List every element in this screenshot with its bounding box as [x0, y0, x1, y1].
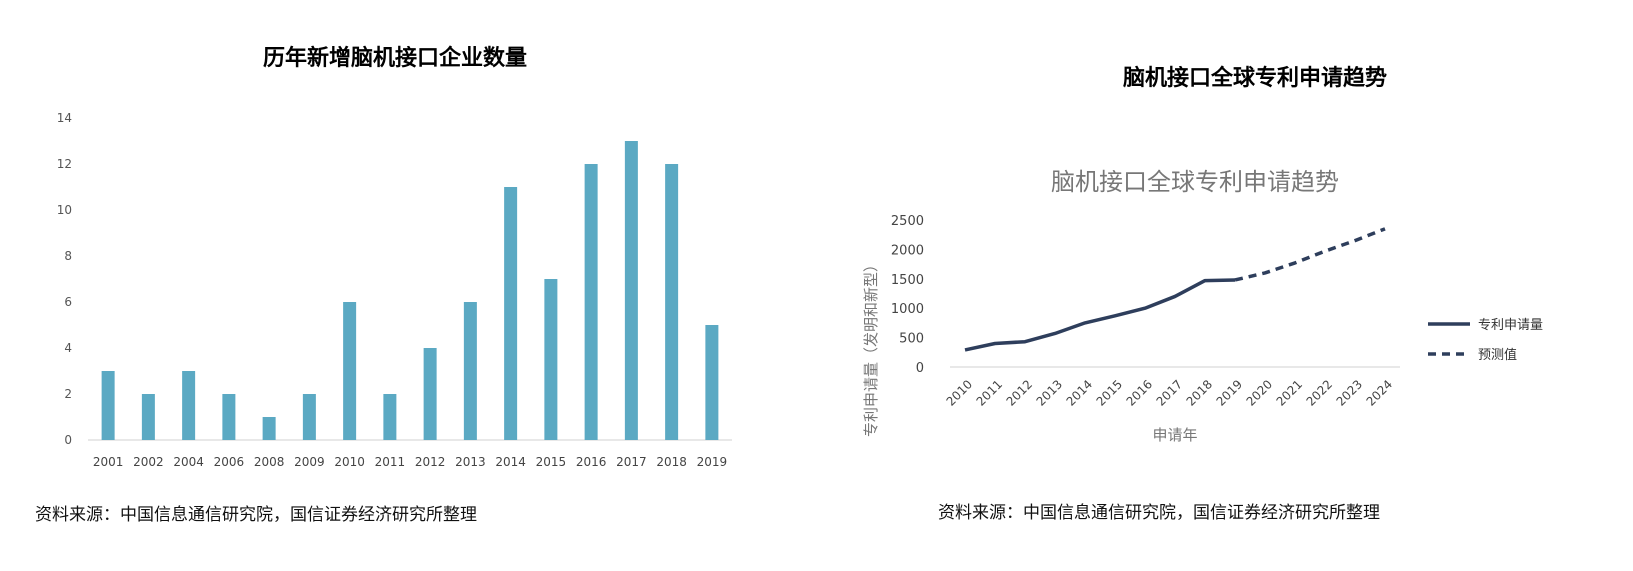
y-tick-label: 6	[64, 295, 72, 309]
patent-count-line	[964, 278, 1236, 352]
right-chart-title: 脑机接口全球专利申请趋势	[1122, 66, 1388, 91]
x-tick-label: 2020	[1244, 377, 1275, 408]
right-chart-panel: 脑机接口全球专利申请趋势 脑机接口全球专利申请趋势 0 500 1000 1500 200…	[860, 0, 1633, 571]
right-source-note: 资料来源：中国信息通信研究院，国信证券经济研究所整理	[938, 503, 1380, 523]
x-tick-label: 2008	[254, 455, 285, 469]
bar-chart: 0 2 4 6 8 10 12 14 2001 2002 2004 2006 2008 2009 2010 2…	[57, 111, 732, 469]
x-tick-label: 2016	[576, 455, 607, 469]
y-axis-title: 专利申请量（发明和新型）	[862, 257, 880, 437]
x-tick-label: 2019	[1214, 377, 1245, 408]
left-chart-panel: 历年新增脑机接口企业数量 0 2 4 6 8 10 12 14 2001 2002 2004 2006…	[0, 0, 810, 571]
y-tick-label: 500	[899, 332, 924, 347]
x-tick-label: 2023	[1334, 377, 1365, 408]
x-tick-label: 2024	[1364, 377, 1395, 408]
y-tick-label: 1000	[891, 302, 924, 317]
bar	[624, 141, 638, 440]
y-tick-label: 2	[64, 387, 72, 401]
x-tick-label: 2009	[294, 455, 325, 469]
x-tick-label: 2006	[214, 455, 245, 469]
bar	[141, 394, 155, 440]
y-tick-label: 10	[57, 203, 72, 217]
y-tick-label: 2500	[891, 214, 924, 229]
bar	[222, 394, 236, 440]
x-tick-label: 2001	[93, 455, 124, 469]
x-tick-label: 2010	[944, 377, 975, 408]
x-tick-label: 2004	[173, 455, 204, 469]
legend-label: 预测值	[1478, 347, 1517, 363]
x-axis-title: 申请年	[1152, 426, 1197, 444]
y-tick-label: 0	[916, 361, 924, 376]
y-tick-label: 8	[64, 249, 72, 263]
left-chart-title: 历年新增脑机接口企业数量	[262, 46, 528, 71]
x-tick-label: 2012	[415, 455, 446, 469]
x-tick-label: 2015	[536, 455, 567, 469]
x-tick-label: 2017	[616, 455, 647, 469]
legend-label: 专利申请量	[1478, 318, 1543, 333]
line-chart: 脑机接口全球专利申请趋势 0 500 1000 1500 2000 2500 20102011…	[862, 168, 1543, 444]
bar	[584, 164, 598, 440]
x-tick-label: 2002	[133, 455, 164, 469]
bar	[182, 371, 196, 440]
x-tick-label: 2022	[1304, 377, 1335, 408]
bar	[101, 371, 115, 440]
bar	[262, 417, 276, 440]
x-tick-label: 2011	[375, 455, 406, 469]
x-tick-label: 2017	[1154, 377, 1185, 408]
bar	[423, 348, 437, 440]
bar	[705, 325, 719, 440]
bar	[343, 302, 357, 440]
bar	[302, 394, 316, 440]
x-tick-label: 2018	[1184, 377, 1215, 408]
y-tick-label: 12	[57, 157, 72, 171]
bar	[665, 164, 679, 440]
x-tick-label: 2011	[974, 377, 1005, 408]
y-tick-label: 1500	[891, 273, 924, 288]
x-tick-label: 2014	[495, 455, 526, 469]
x-tick-label: 2013	[455, 455, 486, 469]
y-tick-label: 2000	[891, 243, 924, 258]
inner-chart-title: 脑机接口全球专利申请趋势	[1051, 168, 1339, 196]
x-tick-label: 2010	[334, 455, 365, 469]
y-tick-label: 14	[57, 111, 72, 125]
x-tick-label: 2018	[656, 455, 687, 469]
x-tick-label: 2013	[1034, 377, 1065, 408]
x-tick-label: 2014	[1064, 377, 1095, 408]
x-tick-label: 2021	[1274, 377, 1305, 408]
bar	[504, 187, 518, 440]
x-tick-label: 2015	[1094, 377, 1125, 408]
left-source-note: 资料来源：中国信息通信研究院，国信证券经济研究所整理	[35, 505, 477, 525]
forecast-line	[1234, 227, 1386, 282]
x-tick-label: 2012	[1004, 377, 1035, 408]
x-tick-label: 2019	[697, 455, 728, 469]
x-tick-label: 2016	[1124, 377, 1155, 408]
y-tick-label: 4	[64, 341, 72, 355]
bar	[544, 279, 558, 440]
y-tick-label: 0	[64, 433, 72, 447]
bar	[463, 302, 477, 440]
bar	[383, 394, 397, 440]
